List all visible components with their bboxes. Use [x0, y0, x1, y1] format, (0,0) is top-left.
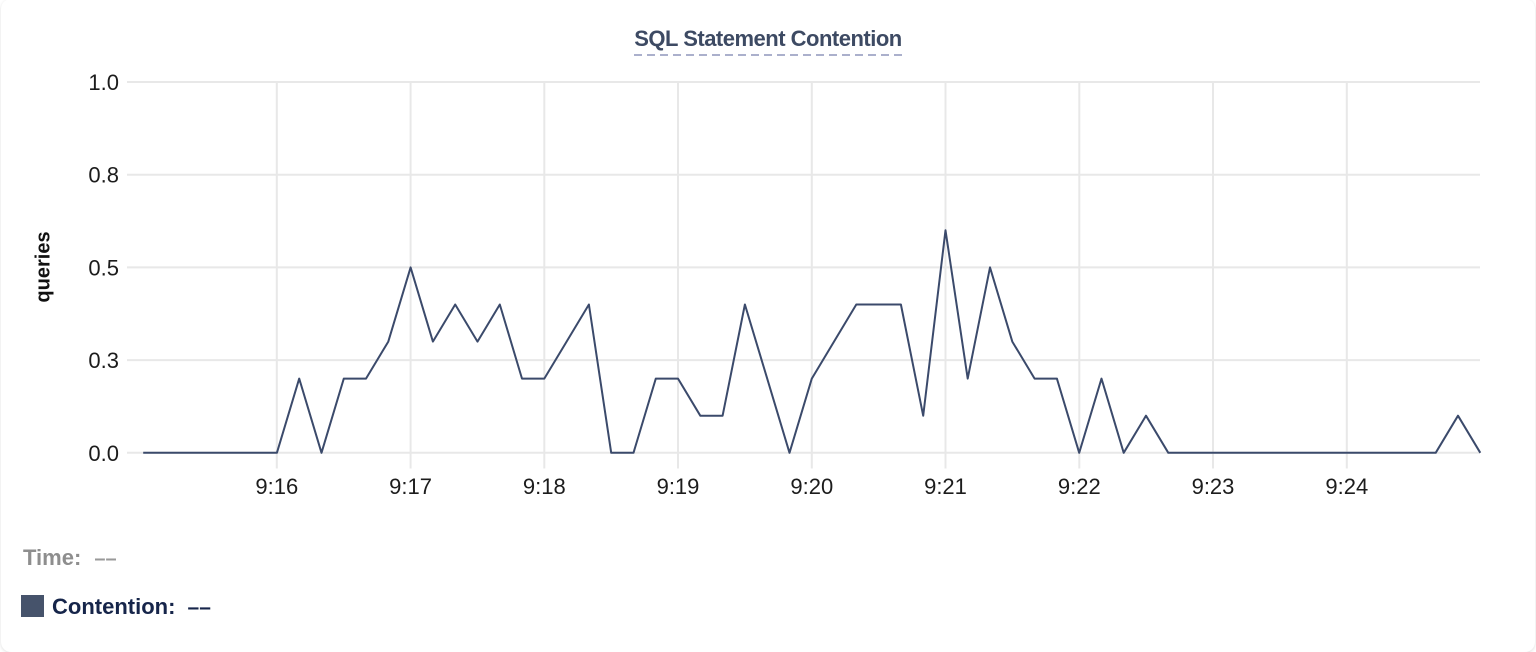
- svg-text:9:24: 9:24: [1325, 474, 1368, 499]
- svg-text:1.0: 1.0: [88, 70, 119, 95]
- svg-text:9:17: 9:17: [389, 474, 432, 499]
- svg-text:0.0: 0.0: [88, 441, 119, 466]
- svg-text:9:22: 9:22: [1058, 474, 1101, 499]
- svg-text:9:18: 9:18: [523, 474, 566, 499]
- svg-text:9:21: 9:21: [924, 474, 967, 499]
- svg-text:9:16: 9:16: [255, 474, 298, 499]
- svg-text:0.3: 0.3: [88, 348, 119, 373]
- svg-text:0.5: 0.5: [88, 255, 119, 280]
- svg-text:0.8: 0.8: [88, 163, 119, 188]
- svg-text:9:19: 9:19: [657, 474, 700, 499]
- svg-text:9:20: 9:20: [790, 474, 833, 499]
- svg-text:9:23: 9:23: [1192, 474, 1235, 499]
